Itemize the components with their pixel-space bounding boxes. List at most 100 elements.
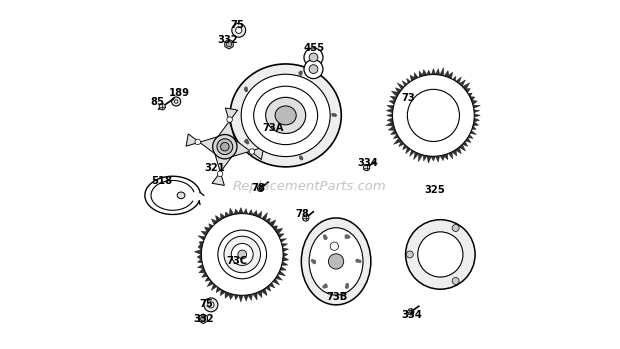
Circle shape bbox=[346, 235, 350, 238]
Ellipse shape bbox=[275, 106, 296, 125]
Text: 334: 334 bbox=[357, 158, 378, 168]
Circle shape bbox=[405, 220, 475, 289]
Circle shape bbox=[238, 250, 247, 259]
Circle shape bbox=[332, 113, 335, 117]
Circle shape bbox=[345, 285, 348, 289]
Text: 73B: 73B bbox=[327, 292, 348, 302]
Circle shape bbox=[227, 117, 232, 122]
Text: 189: 189 bbox=[169, 88, 190, 98]
Text: 332: 332 bbox=[217, 35, 238, 45]
Circle shape bbox=[330, 242, 339, 250]
Text: 78: 78 bbox=[251, 184, 265, 193]
Circle shape bbox=[202, 214, 283, 295]
Circle shape bbox=[408, 309, 414, 315]
Circle shape bbox=[224, 236, 260, 273]
Ellipse shape bbox=[309, 228, 363, 295]
Circle shape bbox=[174, 100, 178, 103]
Circle shape bbox=[249, 149, 255, 154]
Circle shape bbox=[309, 53, 318, 62]
Circle shape bbox=[257, 185, 264, 192]
Circle shape bbox=[392, 75, 474, 156]
Circle shape bbox=[201, 316, 206, 321]
Polygon shape bbox=[199, 314, 208, 324]
Circle shape bbox=[304, 48, 323, 67]
Circle shape bbox=[363, 164, 370, 171]
Polygon shape bbox=[225, 39, 233, 49]
Circle shape bbox=[300, 157, 303, 160]
Circle shape bbox=[244, 87, 248, 90]
Circle shape bbox=[195, 139, 200, 145]
Ellipse shape bbox=[177, 192, 185, 199]
Circle shape bbox=[334, 113, 337, 117]
Circle shape bbox=[322, 285, 326, 289]
Circle shape bbox=[159, 104, 166, 110]
Text: 75: 75 bbox=[231, 20, 245, 30]
Text: 73C: 73C bbox=[226, 257, 247, 266]
Text: 334: 334 bbox=[401, 310, 422, 320]
Circle shape bbox=[244, 89, 248, 92]
Circle shape bbox=[221, 142, 229, 151]
Circle shape bbox=[345, 284, 348, 288]
Polygon shape bbox=[186, 134, 218, 154]
Circle shape bbox=[299, 156, 303, 159]
Circle shape bbox=[323, 235, 327, 238]
Circle shape bbox=[312, 260, 316, 264]
Circle shape bbox=[345, 283, 349, 287]
Circle shape bbox=[299, 70, 303, 74]
Circle shape bbox=[217, 139, 232, 155]
Circle shape bbox=[324, 236, 327, 240]
Circle shape bbox=[329, 254, 343, 269]
Circle shape bbox=[418, 232, 463, 277]
Text: 518: 518 bbox=[151, 177, 172, 186]
Polygon shape bbox=[195, 208, 289, 302]
Text: 75: 75 bbox=[200, 299, 214, 309]
Circle shape bbox=[355, 259, 359, 263]
Text: 332: 332 bbox=[193, 314, 213, 325]
Circle shape bbox=[245, 139, 249, 142]
Text: ReplacementParts.com: ReplacementParts.com bbox=[233, 180, 387, 193]
Text: 325: 325 bbox=[425, 185, 445, 195]
Ellipse shape bbox=[241, 74, 330, 157]
Polygon shape bbox=[232, 140, 264, 159]
Text: 455: 455 bbox=[303, 43, 324, 53]
Polygon shape bbox=[218, 108, 237, 140]
Circle shape bbox=[226, 42, 232, 47]
Ellipse shape bbox=[230, 64, 341, 167]
Circle shape bbox=[324, 285, 328, 288]
Circle shape bbox=[246, 141, 249, 144]
Circle shape bbox=[304, 60, 323, 79]
Polygon shape bbox=[212, 154, 232, 185]
Circle shape bbox=[299, 72, 303, 76]
Circle shape bbox=[407, 89, 459, 141]
Text: 73: 73 bbox=[401, 93, 415, 103]
Circle shape bbox=[312, 260, 316, 263]
Circle shape bbox=[208, 302, 214, 308]
Circle shape bbox=[323, 236, 327, 239]
Circle shape bbox=[213, 134, 237, 159]
Circle shape bbox=[244, 88, 247, 91]
Circle shape bbox=[356, 259, 359, 262]
Circle shape bbox=[218, 230, 267, 279]
Circle shape bbox=[406, 251, 414, 258]
Circle shape bbox=[452, 277, 459, 284]
Ellipse shape bbox=[301, 218, 371, 305]
Circle shape bbox=[303, 215, 309, 221]
Polygon shape bbox=[386, 68, 480, 163]
Circle shape bbox=[345, 285, 349, 288]
Circle shape bbox=[312, 261, 316, 264]
Circle shape bbox=[232, 23, 246, 37]
Circle shape bbox=[345, 234, 348, 238]
Circle shape bbox=[324, 237, 327, 240]
Circle shape bbox=[244, 140, 247, 143]
Ellipse shape bbox=[254, 86, 317, 144]
Circle shape bbox=[323, 284, 327, 288]
Circle shape bbox=[217, 171, 223, 177]
Circle shape bbox=[356, 259, 359, 262]
Circle shape bbox=[311, 259, 314, 262]
Circle shape bbox=[347, 235, 350, 239]
Ellipse shape bbox=[265, 97, 306, 133]
Circle shape bbox=[172, 97, 180, 106]
Circle shape bbox=[452, 224, 459, 231]
Circle shape bbox=[236, 27, 242, 34]
Circle shape bbox=[345, 236, 348, 239]
